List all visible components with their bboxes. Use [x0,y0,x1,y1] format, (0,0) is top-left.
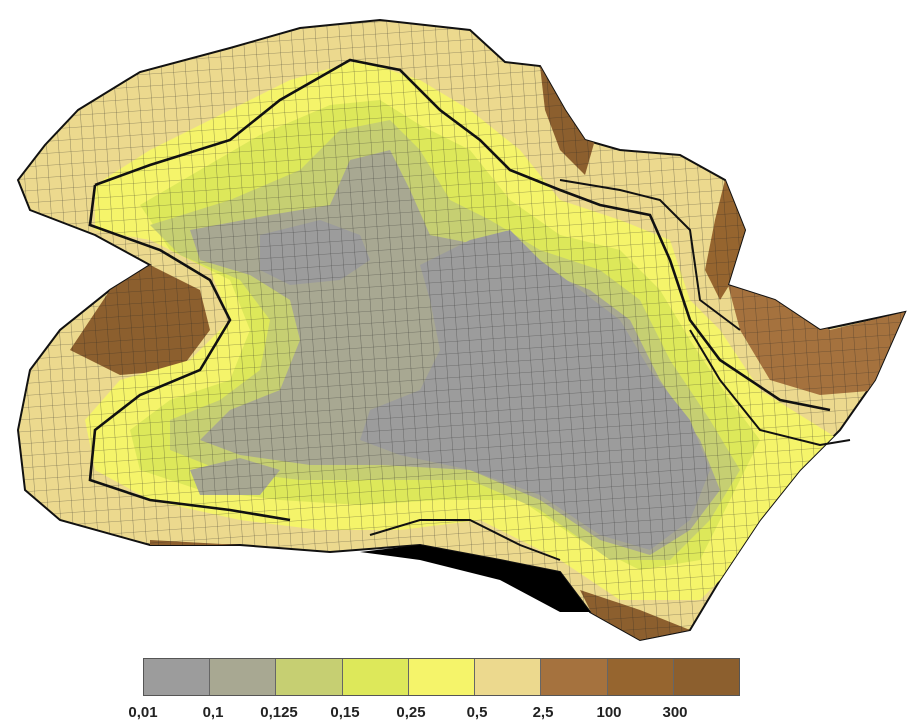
legend-label: 0,1 [202,704,224,721]
contour-line-outer [94,58,831,412]
legend-swatch [408,659,476,695]
color-scale-legend: 0,01 0,1 0,125 0,15 0,25 0,5 2,5 100 300 [128,658,740,724]
legend-color-bar [143,658,740,696]
legend-label: 0,25 [396,704,426,721]
legend-swatch [475,659,542,695]
legend-label: 2,5 [532,704,554,721]
legend-swatch [144,659,211,695]
legend-swatch [541,659,608,695]
underside-shadow [360,545,590,612]
legend-swatch [210,659,277,695]
legend-label: 0,15 [330,704,360,721]
legend-swatch [276,659,343,695]
contour-line-far-right [689,329,851,447]
legend-label: 300 [662,704,688,721]
legend-swatch [342,659,409,695]
legend-swatch [673,659,739,695]
legend-label: 0,125 [260,704,298,721]
legend-label: 0,5 [466,704,488,721]
contour-line-right [559,179,741,331]
legend-swatch [607,659,674,695]
legend-label: 0,01 [128,704,158,721]
cortical-flat-map [16,18,907,642]
contour-line-left [88,184,291,522]
contour-line-bottom [369,519,561,561]
legend-label: 100 [596,704,622,721]
legend-labels: 0,01 0,1 0,125 0,15 0,25 0,5 2,5 100 300 [113,704,773,724]
region-brown-bottom-left [150,540,250,595]
